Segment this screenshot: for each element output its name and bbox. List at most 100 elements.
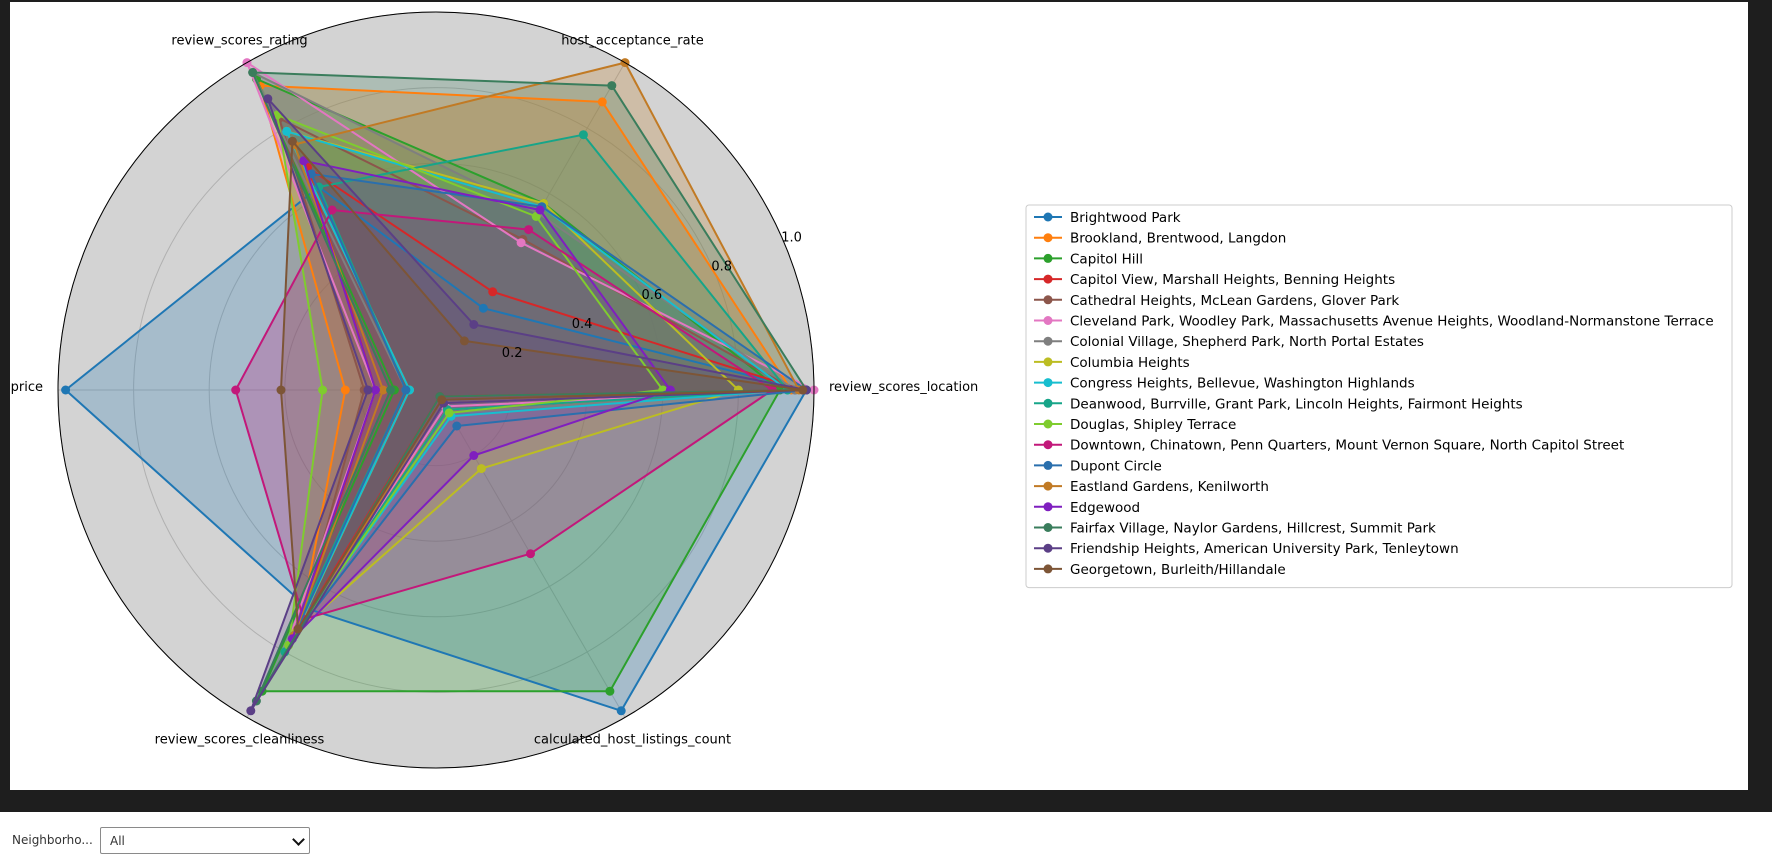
series-fill <box>65 187 807 711</box>
chevron-down-icon <box>292 833 305 846</box>
legend-marker <box>1043 523 1053 532</box>
data-point <box>276 385 286 395</box>
neighborhood-filter-value: All <box>110 834 125 848</box>
legend-marker <box>1043 274 1053 284</box>
legend-entry: Eastland Gardens, Kenilworth <box>1070 479 1269 495</box>
data-point <box>327 205 337 215</box>
neighborhood-filter-dropdown[interactable]: All <box>100 827 310 854</box>
series-fill <box>252 72 807 701</box>
series-fill <box>296 167 803 633</box>
data-point <box>459 336 469 346</box>
data-point <box>61 385 71 395</box>
series-fill <box>294 62 799 636</box>
legend-marker <box>1043 253 1053 263</box>
data-point <box>371 385 380 395</box>
legend-entry: Capitol View, Marshall Heights, Benning … <box>1070 272 1395 288</box>
series-fill <box>292 160 671 639</box>
legend-marker <box>1043 316 1053 325</box>
data-point <box>597 97 607 107</box>
data-point <box>437 395 447 405</box>
data-point <box>363 385 373 395</box>
data-point <box>444 408 454 418</box>
series-fill <box>260 85 792 626</box>
series-fill <box>284 134 788 652</box>
radial-tick-label: 0.2 <box>502 346 523 361</box>
radial-tick-label: 0.4 <box>572 317 593 332</box>
legend-marker <box>1043 440 1053 450</box>
legend-entry: Congress Heights, Bellevue, Washington H… <box>1070 376 1415 392</box>
plot-panel: 0.2 0.4 0.6 0.8 1.0 review_scores_location hos… <box>10 2 1748 790</box>
legend-entry: Edgewood <box>1070 500 1140 516</box>
axis-label: price <box>11 380 43 395</box>
data-point <box>616 706 626 716</box>
series-fill <box>281 141 803 629</box>
legend-box <box>1025 204 1733 589</box>
data-point <box>607 81 617 91</box>
legend-entry: Cleveland Park, Woodley Park, Massachuse… <box>1070 314 1714 330</box>
series-fill <box>279 118 796 626</box>
series-fill <box>256 79 780 692</box>
data-point <box>526 549 535 559</box>
legend-entry: Dupont Circle <box>1070 458 1162 474</box>
axis-label: review_scores_rating <box>171 34 307 49</box>
data-point <box>246 706 256 716</box>
axis-label: review_scores_cleanliness <box>155 732 325 747</box>
legend-marker <box>1043 564 1053 574</box>
data-point <box>798 385 808 395</box>
data-point <box>231 385 241 395</box>
legend-entry: Colonial Village, Shepherd Park, North P… <box>1070 334 1424 350</box>
data-point <box>401 385 411 395</box>
legend-entry: Brookland, Brentwood, Langdon <box>1070 231 1286 247</box>
data-point <box>378 385 388 395</box>
legend-entry: Deanwood, Burrville, Grant Park, Lincoln… <box>1070 396 1523 412</box>
control-strip: Neighborho... All <box>0 812 1772 865</box>
data-point <box>469 451 479 460</box>
legend-marker <box>1043 212 1053 222</box>
data-point <box>282 126 292 136</box>
data-point <box>488 287 498 297</box>
data-point <box>578 130 588 140</box>
data-point <box>299 156 309 166</box>
radial-tick-label: 1.0 <box>781 230 802 245</box>
data-point <box>386 385 396 395</box>
legend-marker <box>1043 295 1053 305</box>
legend-entry: Columbia Heights <box>1070 355 1190 371</box>
series-fill <box>250 98 807 711</box>
legend-marker <box>1043 460 1053 470</box>
data-point <box>476 464 486 474</box>
legend-entry: Douglas, Shipley Terrace <box>1070 417 1236 433</box>
data-point <box>248 68 258 77</box>
data-point <box>605 686 615 696</box>
legend-entry: Cathedral Heights, McLean Gardens, Glove… <box>1070 293 1399 309</box>
legend-marker <box>1043 481 1053 491</box>
legend-entry: Brightwood Park <box>1070 210 1181 226</box>
data-point <box>524 225 534 235</box>
data-point <box>516 238 526 248</box>
legend-marker <box>1043 233 1053 243</box>
legend-entry: Fairfax Village, Naylor Gardens, Hillcre… <box>1070 521 1436 537</box>
axis-label: calculated_host_listings_count <box>534 732 731 747</box>
data-point <box>531 212 541 221</box>
series-fill <box>247 62 814 652</box>
data-point <box>478 303 488 313</box>
legend-marker <box>1043 419 1053 429</box>
legend-entry: Downtown, Chinatown, Penn Quarters, Moun… <box>1070 438 1624 454</box>
legend-entry: Friendship Heights, American University … <box>1070 541 1459 557</box>
legend-marker <box>1043 502 1053 512</box>
legend-marker <box>1043 336 1053 346</box>
data-point <box>318 385 328 395</box>
legend-marker <box>1043 378 1053 388</box>
legend-marker <box>1043 357 1053 367</box>
axis-label: review_scores_location <box>829 380 978 395</box>
data-point <box>469 320 479 329</box>
data-point <box>293 624 303 634</box>
radial-tick-label: 0.8 <box>711 259 732 274</box>
polar-outline <box>57 11 815 769</box>
data-point <box>535 205 545 215</box>
axis-label: host_acceptance_rate <box>561 34 703 49</box>
radar-chart: 0.2 0.4 0.6 0.8 1.0 review_scores_location hos… <box>11 11 1733 769</box>
legend-entry: Capitol Hill <box>1070 251 1143 267</box>
data-point <box>452 421 462 431</box>
data-point <box>287 136 297 146</box>
radial-tick-label: 0.6 <box>642 288 663 303</box>
